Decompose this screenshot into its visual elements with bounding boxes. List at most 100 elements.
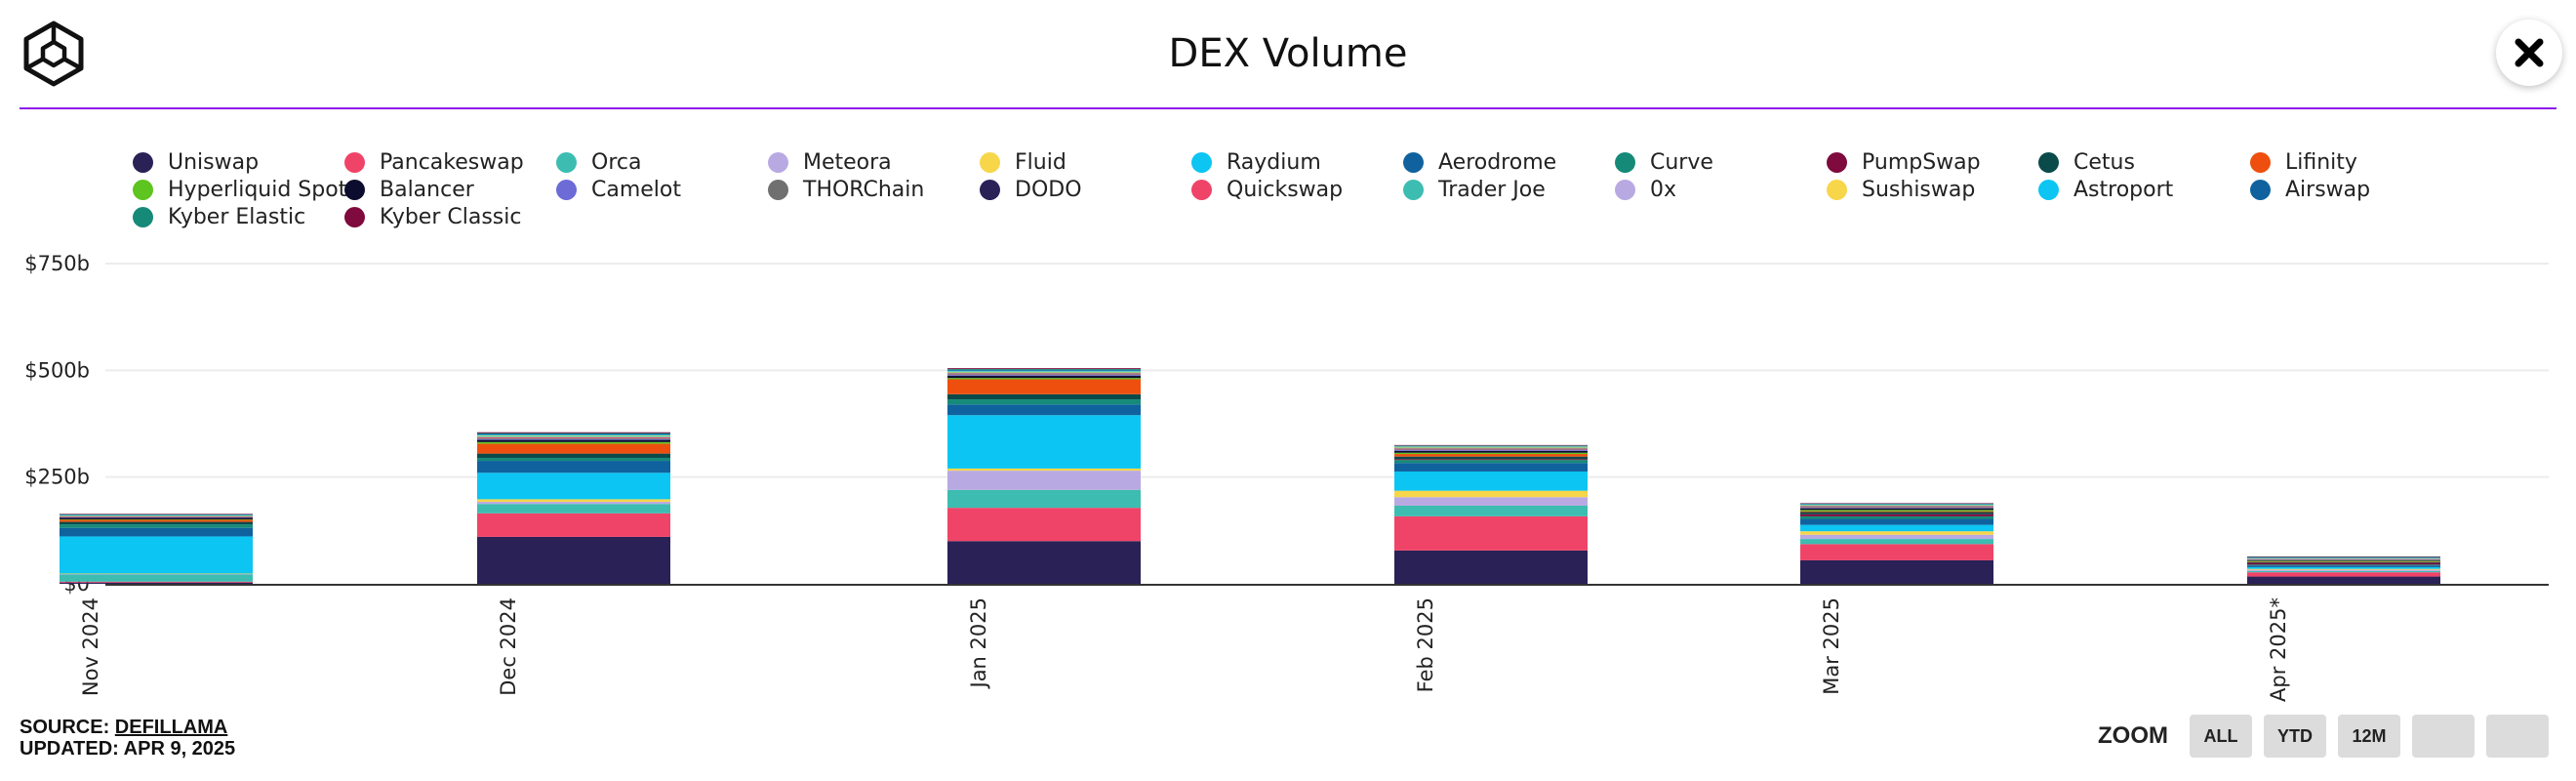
bar-segment — [947, 371, 1141, 373]
legend-label: Camelot — [591, 177, 682, 202]
bar-segment — [1800, 506, 1993, 508]
bar-segment — [1800, 514, 1993, 516]
y-tick-label: $500b — [24, 358, 90, 382]
legend-label: Lifinity — [2285, 149, 2357, 175]
bar-segment — [477, 513, 670, 537]
bar-segment — [1394, 463, 1588, 472]
legend-item[interactable]: Uniswap — [133, 148, 259, 176]
bar-segment — [1394, 459, 1588, 461]
zoom-button-4[interactable] — [2412, 715, 2475, 758]
legend-dot-icon — [556, 151, 577, 173]
legend-item[interactable]: Orca — [556, 148, 641, 176]
bar-segment — [477, 504, 670, 514]
bar-segment — [2247, 572, 2440, 577]
bar-segment — [477, 473, 670, 500]
source-prefix: SOURCE: — [20, 717, 115, 738]
legend-dot-icon — [980, 151, 1000, 173]
bar-segment — [947, 369, 1141, 371]
bar-segment — [2247, 559, 2440, 561]
bar-segment — [1394, 505, 1588, 516]
legend-item[interactable]: Astroport — [2038, 176, 2173, 203]
legend-dot-icon — [344, 151, 365, 173]
bar-segment — [947, 379, 1141, 394]
bar-segment — [947, 541, 1141, 584]
legend-dot-icon — [344, 206, 365, 227]
legend-item[interactable]: Airswap — [2250, 176, 2370, 203]
source-link[interactable]: DEFILLAMA — [114, 717, 228, 738]
bar-segment — [1800, 504, 1993, 505]
bar-segment — [60, 521, 253, 525]
close-button[interactable] — [2496, 20, 2562, 86]
zoom-button-5[interactable] — [2486, 715, 2549, 758]
legend-item[interactable]: PumpSwap — [1827, 148, 1981, 176]
legend-item[interactable]: Kyber Classic — [344, 203, 521, 230]
legend-label: Balancer — [380, 177, 474, 202]
bar-segment — [60, 517, 253, 519]
bar-segment — [2247, 557, 2440, 559]
legend-item[interactable]: Curve — [1615, 148, 1713, 176]
legend-item[interactable]: Aerodrome — [1403, 148, 1556, 176]
bar-segment — [1800, 511, 1993, 513]
legend-item[interactable]: Sushiswap — [1827, 176, 1975, 203]
legend-dot-icon — [133, 151, 153, 173]
legend-item[interactable]: Cetus — [2038, 148, 2135, 176]
legend-label: Fluid — [1015, 149, 1067, 175]
zoom-all-button[interactable]: ALL — [2190, 715, 2252, 758]
legend-item[interactable]: Quickswap — [1191, 176, 1343, 203]
bar-segment — [1800, 534, 1993, 540]
zoom-ytd-button[interactable]: YTD — [2264, 715, 2326, 758]
bar-segment — [477, 439, 670, 442]
bar-segment — [477, 434, 670, 436]
legend-item[interactable]: Kyber Elastic — [133, 203, 305, 230]
legend-item[interactable]: Balancer — [344, 176, 474, 203]
legend-label: Trader Joe — [1438, 177, 1546, 202]
legend-dot-icon — [1403, 179, 1424, 200]
bar-segment — [477, 436, 670, 437]
bar-segment — [947, 399, 1141, 405]
bar-segment — [477, 499, 670, 503]
legend-item[interactable]: Pancakeswap — [344, 148, 524, 176]
bar-segment — [1800, 504, 1993, 506]
bar-segment — [477, 437, 670, 439]
legend-item[interactable]: 0x — [1615, 176, 1676, 203]
bar-segment — [947, 489, 1141, 509]
legend-item[interactable]: Trader Joe — [1403, 176, 1546, 203]
bar-segment — [60, 515, 253, 517]
bar-segment — [1394, 447, 1588, 449]
bar-segment — [60, 581, 253, 583]
bar-segment — [1800, 505, 1993, 507]
bar-segment — [947, 393, 1141, 400]
zoom-12m-button[interactable]: 12M — [2338, 715, 2400, 758]
legend-item[interactable]: Lifinity — [2250, 148, 2357, 176]
legend-item[interactable]: Raydium — [1191, 148, 1321, 176]
legend-dot-icon — [1827, 179, 1847, 200]
bar-segment — [1394, 449, 1588, 451]
bar-segment — [2247, 566, 2440, 569]
legend-item[interactable]: DODO — [980, 176, 1082, 203]
bar-segment — [60, 516, 253, 517]
legend-item[interactable]: Fluid — [980, 148, 1067, 176]
legend-item[interactable]: Hyperliquid Spot — [133, 176, 346, 203]
bar-segment — [1394, 445, 1588, 447]
legend-label: DODO — [1015, 177, 1082, 202]
bar-segment — [2247, 556, 2440, 557]
legend-item[interactable]: Meteora — [768, 148, 892, 176]
legend-item[interactable]: THORChain — [768, 176, 924, 203]
legend-dot-icon — [2038, 179, 2059, 200]
bar-segment — [1394, 446, 1588, 447]
legend-dot-icon — [1615, 179, 1635, 200]
bar-segment — [1394, 450, 1588, 453]
legend-item[interactable]: Camelot — [556, 176, 681, 203]
legend-label: Curve — [1650, 149, 1713, 175]
bar-segment — [1800, 559, 1993, 584]
bar-segment — [477, 461, 670, 473]
bar-segment — [1394, 454, 1588, 457]
bar-segment — [2247, 561, 2440, 562]
bar-segment — [60, 516, 253, 518]
bar-segment — [1394, 490, 1588, 498]
legend-label: Kyber Classic — [380, 204, 522, 229]
bar-segment — [947, 373, 1141, 375]
bar-segment — [1800, 518, 1993, 525]
bar-segment — [2247, 564, 2440, 566]
